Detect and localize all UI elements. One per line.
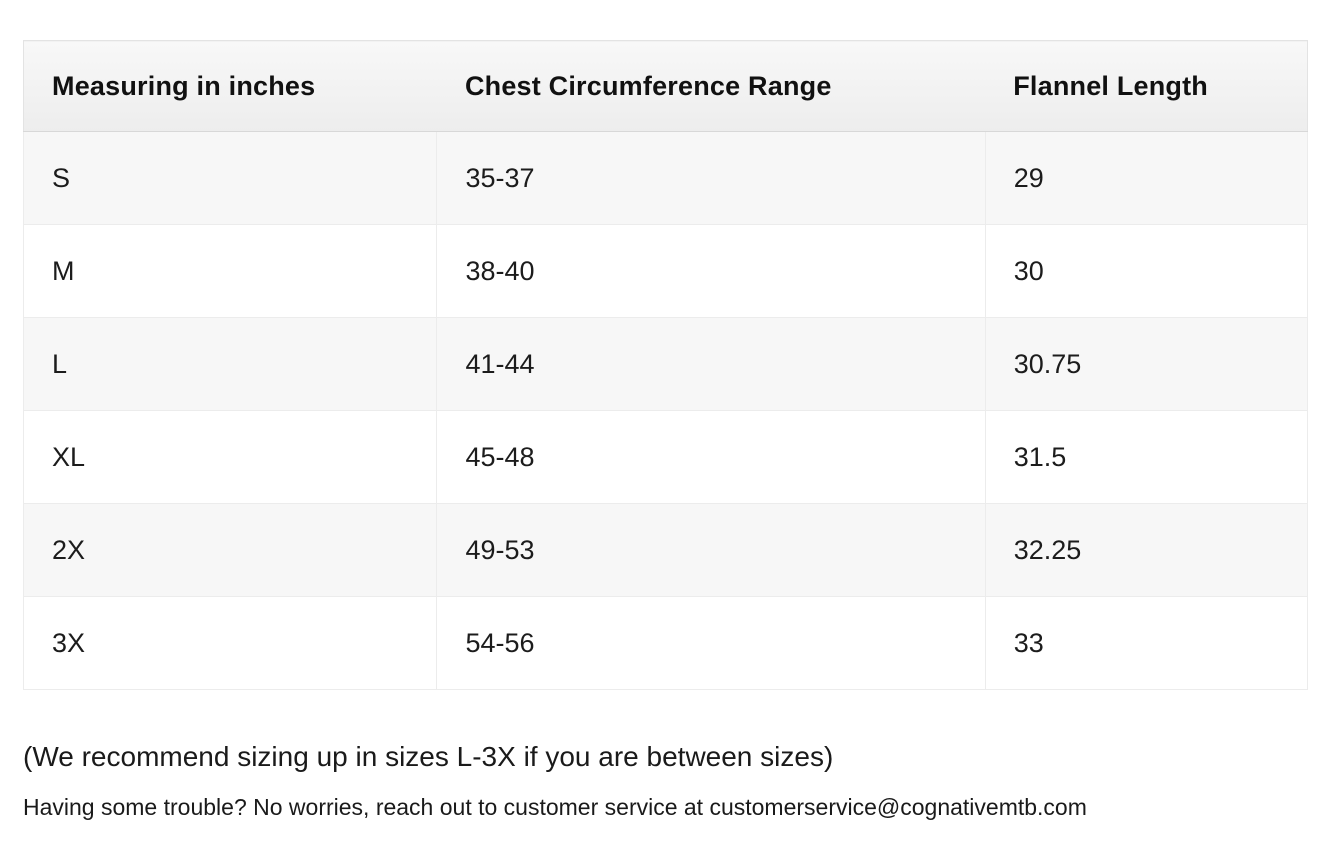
table-row: L 41-44 30.75: [22, 317, 1309, 411]
flannel-length-cell: 30: [984, 224, 1309, 318]
chest-range-cell: 35-37: [436, 131, 986, 225]
table-row: XL 45-48 31.5: [22, 410, 1309, 504]
table-header: Measuring in inches Chest Circumference R…: [23, 40, 1308, 132]
table-body: S 35-37 29 M 38-40 30 L 41-44 30.75 XL 45-48 31.5 2X…: [22, 131, 1309, 690]
table-row: S 35-37 29: [22, 131, 1309, 225]
flannel-length-cell: 29: [984, 131, 1309, 225]
size-cell: 2X: [22, 503, 438, 597]
chest-range-cell: 38-40: [436, 224, 986, 318]
sizing-recommendation-note: (We recommend sizing up in sizes L-3X if…: [23, 741, 834, 772]
flannel-length-cell: 33: [984, 596, 1309, 690]
column-header: Chest Circumference Range: [436, 40, 986, 132]
table-row: M 38-40 30: [22, 224, 1309, 318]
table-row: 2X 49-53 32.25: [22, 503, 1309, 597]
size-chart-table: Measuring in inches Chest Circumference R…: [22, 40, 1309, 690]
flannel-length-cell: 30.75: [984, 317, 1309, 411]
chest-range-cell: 49-53: [436, 503, 986, 597]
size-cell: S: [22, 131, 438, 225]
size-cell: 3X: [22, 596, 438, 690]
customer-service-note: Having some trouble? No worries, reach o…: [23, 793, 1087, 820]
flannel-length-cell: 32.25: [984, 503, 1309, 597]
flannel-length-cell: 31.5: [984, 410, 1309, 504]
table-row: 3X 54-56 33: [22, 596, 1309, 690]
chest-range-cell: 54-56: [436, 596, 986, 690]
chest-range-cell: 41-44: [436, 317, 986, 411]
size-cell: XL: [22, 410, 438, 504]
table-header-row: Measuring in inches Chest Circumference R…: [23, 40, 1308, 132]
column-header: Flannel Length: [985, 40, 1308, 132]
size-cell: M: [22, 224, 438, 318]
chest-range-cell: 45-48: [436, 410, 986, 504]
size-cell: L: [22, 317, 438, 411]
column-header: Measuring in inches: [23, 40, 437, 132]
